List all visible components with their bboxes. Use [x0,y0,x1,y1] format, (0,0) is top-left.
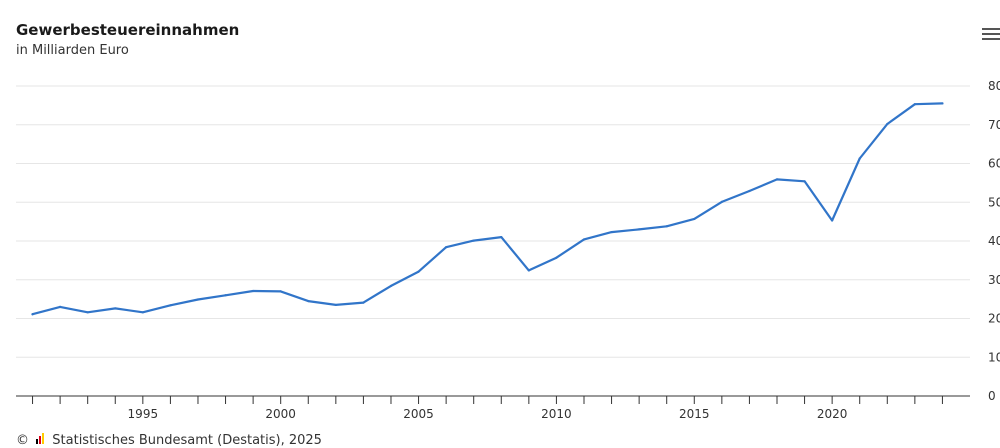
data-point [307,299,310,303]
data-point [114,307,117,310]
data-point [941,102,944,105]
data-point [252,289,255,293]
destatis-logo-icon [36,433,45,448]
data-point [445,246,448,249]
data-point [803,180,806,183]
data-point [86,311,89,314]
data-point [59,305,62,308]
x-tick-label: 2005 [403,407,434,421]
menu-bar [982,28,1000,30]
data-point [334,303,337,307]
source-text: Statistisches Bundesamt (Destatis), 2025 [52,433,322,448]
menu-bar [982,33,1000,35]
x-tick-label: 2010 [541,407,572,421]
y-tick-label: 50 [988,195,1000,209]
y-tick-label: 0 [988,389,996,403]
copyright-symbol: © [16,433,29,448]
data-point [389,284,393,288]
series-line [31,102,944,316]
data-point [500,236,503,239]
y-tick-label: 60 [988,157,1000,171]
hamburger-menu-icon[interactable] [982,28,1000,42]
y-tick-label: 80 [988,79,1000,93]
x-tick-label: 2020 [817,407,848,421]
data-point [279,290,282,293]
data-point [527,269,530,272]
chart-subtitle: in Milliarden Euro [16,43,129,58]
data-point [610,230,613,234]
data-point [196,298,200,301]
y-tick-label: 70 [988,118,1000,132]
x-axis: 1995 2000 2005 2010 2015 2020 [16,395,970,421]
y-tick-label: 20 [988,312,1000,326]
data-point [472,239,475,242]
x-tick-label: 1995 [128,407,159,421]
data-point [748,189,751,193]
data-point [638,228,641,231]
menu-bar [982,38,1000,40]
data-point [693,217,696,221]
data-point [775,178,779,181]
gridlines [16,85,970,358]
data-point [913,103,916,106]
data-point [31,313,34,316]
x-tick-label: 2015 [679,407,710,421]
data-point [582,238,586,241]
data-point [886,122,889,126]
source-credit: © Statistisches Bundesamt (Destatis), 20… [16,433,322,448]
y-tick-label: 10 [988,350,1000,364]
y-tick-label: 30 [988,273,1000,287]
data-point [224,294,227,297]
data-point [362,301,365,304]
series-layer [31,102,944,316]
data-point [417,270,420,273]
data-point [831,219,834,222]
chart-title: Gewerbesteuereinnahmen [16,21,240,39]
data-point [665,225,668,228]
y-tick-label: 40 [988,234,1000,248]
data-point [169,304,172,307]
data-point [555,256,558,259]
y-axis: 0 10 20 30 40 50 60 70 80 [988,79,1000,403]
data-point [720,200,723,203]
data-point [858,157,861,160]
x-tick-label: 2000 [265,407,296,421]
data-point [141,311,144,314]
